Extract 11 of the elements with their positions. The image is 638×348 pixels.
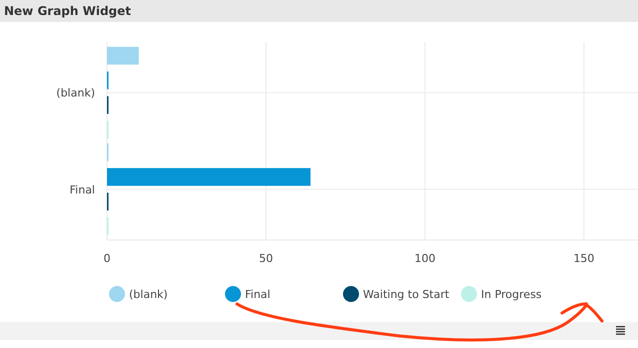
x-tick-label: 0	[104, 252, 110, 265]
bar	[107, 46, 139, 65]
x-tick-label: 50	[258, 252, 273, 265]
legend-label: In Progress	[481, 288, 542, 301]
legend-label: Waiting to Start	[363, 288, 450, 301]
chart-title: New Graph Widget	[4, 4, 132, 18]
legend-label: (blank)	[129, 288, 168, 301]
bar	[107, 168, 310, 186]
x-tick-label: 100	[414, 252, 436, 265]
legend-label: Final	[245, 288, 270, 301]
x-tick-label: 150	[573, 252, 594, 265]
